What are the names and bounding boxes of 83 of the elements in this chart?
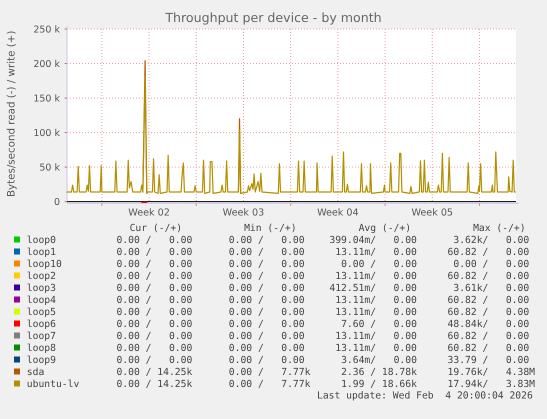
text: 0.00 / 0.00 (228, 318, 305, 330)
text: 0.00 / 0.00 (228, 234, 305, 246)
text: 7.60 / 0.00 (341, 318, 418, 330)
legend-label: sda (26, 366, 44, 378)
text: 0.00 / 0.00 (116, 282, 192, 294)
text: 13.11m/ 0.00 (335, 246, 418, 258)
text: 0.00 / 7.77k (228, 366, 311, 378)
text: 0.00 / 0.00 (228, 342, 305, 354)
text: 0.00 / 14.25k (116, 366, 192, 378)
text: 0.00 / 0.00 (228, 330, 305, 342)
legend-label: loop7 (26, 330, 56, 342)
text: 0.00 / 0.00 (228, 306, 305, 318)
legend-label: loop2 (26, 270, 56, 282)
text: 2.36 / 18.78k (341, 366, 418, 378)
text: Cur (-/+) (130, 223, 182, 234)
text: 3.64m/ 0.00 (341, 354, 418, 366)
text: 13.11m/ 0.00 (335, 270, 418, 282)
y-tick-label: 0 (54, 196, 60, 208)
text: 33.79 / 0.00 (448, 354, 530, 366)
y-tick-label: 250 k (33, 24, 60, 36)
text: 17.94k/ 3.83M (448, 378, 536, 390)
text: 0.00 / 0.00 (341, 258, 418, 270)
y-tick-label: 200 k (33, 58, 60, 70)
y-tick-label: 150 k (33, 93, 60, 104)
y-tick-label: 100 k (33, 128, 60, 139)
text: 0.00 / 0.00 (116, 354, 192, 366)
x-tick-label: Week 03 (222, 208, 264, 218)
text: 60.82 / 0.00 (448, 246, 530, 258)
text: 3.62k/ 0.00 (453, 234, 530, 246)
text: 0.00 / 0.00 (228, 354, 305, 366)
legend-label: loop6 (26, 318, 56, 330)
text: Max (-/+) (473, 223, 526, 234)
text: Last update: Wed Feb 4 20:00:04 2026 (316, 390, 533, 402)
text: 0.00 / 0.00 (228, 246, 305, 258)
legend-label: loop1 (26, 246, 56, 258)
text: Avg (-/+) (358, 223, 412, 234)
legend-label: loop10 (26, 258, 62, 270)
text: 48.84k/ 0.00 (448, 318, 530, 330)
text: 0.00 / 14.25k (116, 378, 192, 390)
y-tick-label: 50 k (39, 162, 60, 174)
text: 3.61k/ 0.00 (453, 282, 530, 294)
legend-label: loop9 (26, 354, 56, 366)
legend-label: loop0 (26, 234, 56, 246)
y-axis-title: Bytes/second read (-) / write (+) (6, 30, 18, 198)
legend-label: loop5 (26, 306, 56, 318)
text: 0.00 / 0.00 (453, 258, 530, 270)
text: 19.76k/ 4.38M (448, 366, 536, 378)
text: Min (-/+) (244, 223, 297, 234)
legend-label: loop4 (26, 294, 56, 306)
legend-label: loop3 (26, 282, 56, 294)
text: 0.00 / 0.00 (116, 246, 192, 258)
text: 60.82 / 0.00 (448, 342, 530, 354)
text: 60.82 / 0.00 (448, 306, 530, 318)
text: 0.00 / 0.00 (116, 258, 192, 270)
text: 0.00 / 0.00 (116, 342, 192, 354)
text: 412.51m/ 0.00 (329, 282, 418, 294)
text: 0.00 / 0.00 (116, 318, 192, 330)
text: 0.00 / 0.00 (116, 234, 192, 246)
line-series (66, 76, 516, 194)
text: 60.82 / 0.00 (448, 330, 530, 342)
legend-label: loop8 (26, 342, 56, 354)
text: 60.82 / 0.00 (448, 270, 530, 282)
text: 399.04m/ 0.00 (329, 234, 418, 246)
x-tick-label: Week 02 (128, 208, 170, 218)
chart-title: Throughput per device - by month (164, 10, 382, 25)
x-tick-label: Week 05 (411, 208, 454, 218)
legend-label: ubuntu-lv (26, 378, 80, 390)
text: 13.11m/ 0.00 (335, 294, 418, 306)
text: 0.00 / 0.00 (116, 294, 192, 306)
text: 0.00 / 0.00 (228, 294, 305, 306)
text: 13.11m/ 0.00 (335, 306, 418, 318)
text: 0.00 / 7.77k (228, 378, 311, 390)
text: 1.99 / 18.66k (341, 378, 418, 390)
text: 13.11m/ 0.00 (335, 342, 418, 354)
text: 0.00 / 0.00 (228, 282, 305, 294)
text: 60.82 / 0.00 (448, 294, 530, 306)
x-tick-label: Week 04 (317, 208, 359, 218)
text: 0.00 / 0.00 (116, 306, 192, 318)
text: 0.00 / 0.00 (116, 270, 192, 282)
text: 13.11m/ 0.00 (335, 330, 418, 342)
text: 0.00 / 0.00 (116, 330, 192, 342)
text: 0.00 / 0.00 (228, 270, 305, 282)
text: 0.00 / 0.00 (228, 258, 305, 270)
